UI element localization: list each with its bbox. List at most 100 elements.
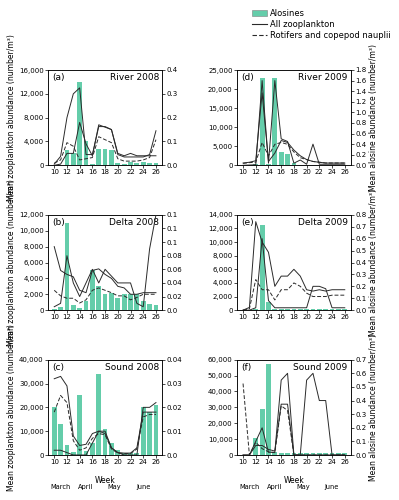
Bar [141, 302, 146, 310]
Text: June: June [136, 484, 150, 490]
Bar [330, 452, 334, 455]
X-axis label: Week: Week [284, 476, 304, 486]
Bar [342, 452, 347, 455]
Text: June: June [325, 484, 339, 490]
Bar [65, 150, 69, 166]
Bar [128, 294, 133, 310]
Bar [77, 308, 82, 310]
Text: April: April [78, 484, 94, 490]
Bar [298, 452, 303, 455]
Bar [65, 446, 69, 455]
Text: (e): (e) [241, 218, 254, 226]
Bar [109, 294, 114, 310]
Text: River 2009: River 2009 [298, 73, 348, 82]
Bar [253, 164, 258, 166]
Y-axis label: Mean alosine abundance (number/m³): Mean alosine abundance (number/m³) [369, 189, 378, 336]
Text: Delta 2008: Delta 2008 [109, 218, 159, 226]
Text: (d): (d) [241, 73, 254, 82]
Bar [298, 164, 303, 166]
Y-axis label: Mean zooplankton abundance (number/m³): Mean zooplankton abundance (number/m³) [7, 324, 16, 491]
Bar [285, 154, 290, 166]
Bar [304, 309, 309, 310]
Bar [71, 304, 76, 310]
Bar [273, 309, 277, 310]
Bar [134, 452, 139, 455]
Bar [90, 164, 95, 166]
Bar [279, 309, 284, 310]
Bar [115, 450, 120, 455]
Bar [96, 374, 101, 455]
Bar [84, 302, 89, 310]
Bar [323, 452, 328, 455]
Bar [147, 304, 152, 310]
Bar [90, 443, 95, 455]
Bar [279, 452, 284, 455]
Bar [115, 298, 120, 310]
Bar [292, 163, 296, 166]
Bar [285, 452, 290, 455]
Bar [52, 308, 57, 310]
Bar [58, 164, 63, 166]
Bar [141, 162, 146, 166]
Text: (c): (c) [52, 362, 65, 372]
Bar [310, 309, 315, 310]
Bar [317, 452, 322, 455]
Bar [71, 154, 76, 166]
Text: Sound 2009: Sound 2009 [293, 362, 348, 372]
Bar [122, 294, 126, 310]
Bar [84, 142, 89, 166]
Text: May: May [108, 484, 121, 490]
Y-axis label: Mean zooplankton abundance (number/m³): Mean zooplankton abundance (number/m³) [7, 34, 16, 201]
Bar [128, 452, 133, 455]
Bar [292, 452, 296, 455]
Bar [273, 78, 277, 166]
Bar [77, 396, 82, 455]
Bar [96, 286, 101, 310]
Bar [253, 309, 258, 310]
Bar [109, 443, 114, 455]
Bar [154, 304, 158, 310]
Bar [115, 163, 120, 166]
Bar [304, 452, 309, 455]
Bar [90, 270, 95, 310]
Bar [71, 452, 76, 455]
Bar [310, 452, 315, 455]
Bar [134, 294, 139, 310]
Bar [336, 309, 341, 310]
Bar [122, 164, 126, 166]
Text: (a): (a) [52, 73, 65, 82]
Bar [260, 225, 265, 310]
Bar [109, 150, 114, 166]
X-axis label: Week: Week [95, 476, 115, 486]
Text: Sound 2008: Sound 2008 [105, 362, 159, 372]
Bar [317, 309, 322, 310]
Bar [266, 364, 271, 455]
Bar [266, 164, 271, 166]
Text: Delta 2009: Delta 2009 [298, 218, 348, 226]
Bar [122, 452, 126, 455]
Bar [260, 78, 265, 166]
Bar [96, 148, 101, 166]
Bar [77, 82, 82, 166]
Text: March: March [50, 484, 71, 490]
Bar [147, 163, 152, 166]
Text: (b): (b) [52, 218, 65, 226]
Text: March: March [239, 484, 259, 490]
Bar [323, 309, 328, 310]
Bar [103, 294, 107, 310]
Text: April: April [267, 484, 282, 490]
Bar [260, 409, 265, 455]
Bar [103, 148, 107, 166]
Text: May: May [296, 484, 310, 490]
Bar [128, 162, 133, 166]
Bar [298, 309, 303, 310]
Bar [154, 405, 158, 455]
Bar [342, 309, 347, 310]
Bar [147, 412, 152, 455]
Y-axis label: Mean alosine abundance (number/m³): Mean alosine abundance (number/m³) [369, 44, 378, 191]
Text: River 2008: River 2008 [109, 73, 159, 82]
Bar [65, 223, 69, 310]
Bar [154, 163, 158, 166]
Bar [336, 452, 341, 455]
Bar [58, 307, 63, 310]
